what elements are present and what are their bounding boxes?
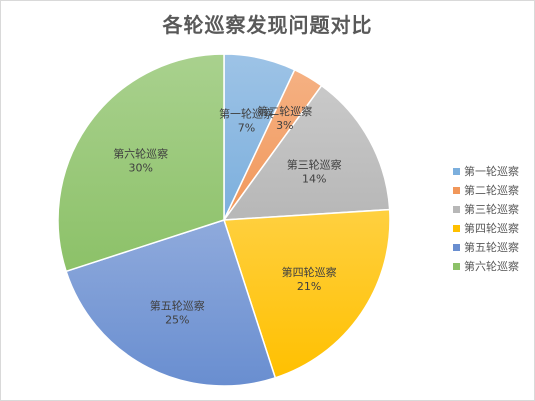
legend-label: 第六轮巡察 bbox=[464, 260, 519, 273]
legend-item: 第四轮巡察 bbox=[453, 219, 533, 238]
slice-value-label-3: 14% bbox=[302, 172, 326, 185]
slice-value-label-5: 25% bbox=[165, 314, 189, 327]
pie-slices bbox=[57, 53, 391, 387]
legend-item: 第五轮巡察 bbox=[453, 238, 533, 257]
slice-value-label-2: 3% bbox=[276, 119, 293, 132]
pie-slice-3 bbox=[222, 84, 391, 221]
legend-item: 第二轮巡察 bbox=[453, 181, 533, 200]
pie-slice-4 bbox=[222, 208, 391, 379]
legend-item: 第一轮巡察 bbox=[453, 162, 533, 181]
slice-category-label-5: 第五轮巡察 bbox=[150, 299, 205, 313]
slice-value-label-6: 30% bbox=[128, 162, 152, 175]
legend-label: 第二轮巡察 bbox=[464, 184, 519, 197]
legend-swatch bbox=[453, 205, 460, 213]
legend-swatch bbox=[453, 262, 460, 270]
slice-category-label-2: 第二轮巡察 bbox=[257, 104, 312, 118]
legend-item: 第六轮巡察 bbox=[453, 257, 533, 276]
slice-category-label-1: 第一轮巡察 bbox=[219, 107, 274, 121]
legend-label: 第五轮巡察 bbox=[464, 241, 519, 254]
slice-category-label-4: 第四轮巡察 bbox=[282, 265, 337, 279]
slice-value-label-4: 21% bbox=[297, 280, 321, 293]
pie-slice-6 bbox=[57, 53, 225, 273]
slice-category-label-3: 第三轮巡察 bbox=[287, 157, 342, 171]
legend-swatch bbox=[453, 243, 460, 251]
slice-value-label-1: 7% bbox=[238, 122, 255, 135]
legend-swatch bbox=[453, 224, 460, 232]
legend-label: 第三轮巡察 bbox=[464, 203, 519, 216]
pie-slice-5 bbox=[65, 219, 277, 387]
legend-swatch bbox=[453, 167, 460, 175]
legend-swatch bbox=[453, 186, 460, 194]
chart-legend: 第一轮巡察第二轮巡察第三轮巡察第四轮巡察第五轮巡察第六轮巡察 bbox=[453, 162, 533, 276]
legend-label: 第一轮巡察 bbox=[464, 165, 519, 178]
slice-category-label-6: 第六轮巡察 bbox=[113, 147, 168, 161]
legend-label: 第四轮巡察 bbox=[464, 222, 519, 235]
chart-title: 各轮巡察发现问题对比 bbox=[162, 13, 373, 37]
legend-item: 第三轮巡察 bbox=[453, 200, 533, 219]
